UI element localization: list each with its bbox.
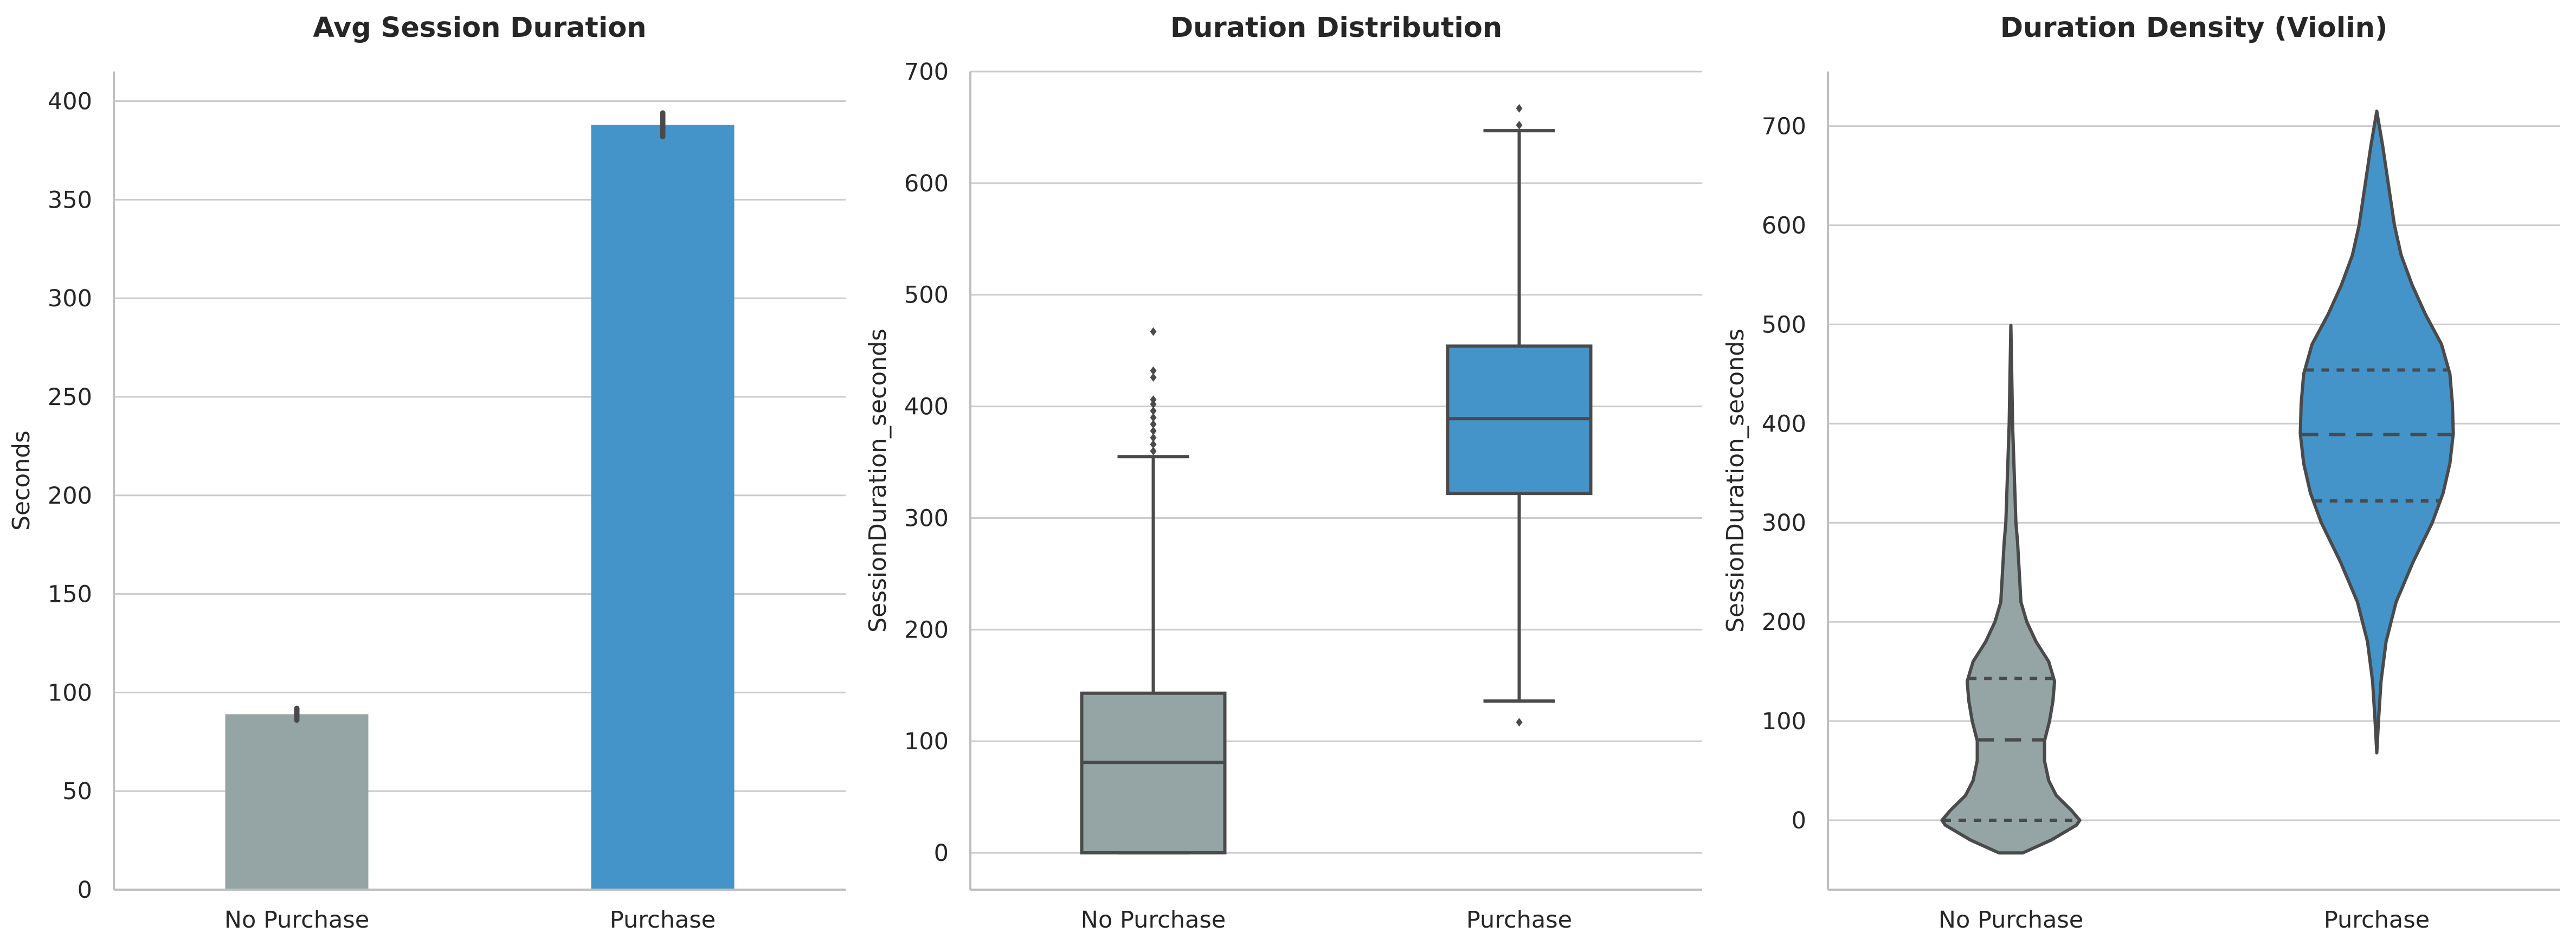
outlier-point: [1516, 104, 1523, 113]
y-tick-label: 300: [48, 285, 92, 312]
x-tick-labels: No Purchase Purchase: [1939, 906, 2430, 934]
outlier-point: [1150, 440, 1157, 449]
outlier-point: [1516, 718, 1523, 727]
y-tick-label: 400: [1762, 410, 1806, 438]
outlier-point: [1150, 426, 1157, 435]
x-tick-label: No Purchase: [224, 906, 369, 934]
outlier-point: [1150, 406, 1157, 415]
y-tick-label: 500: [904, 282, 949, 309]
y-tick-label: 700: [1762, 113, 1806, 140]
outlier-point: [1150, 373, 1157, 382]
y-tick-label: 400: [904, 394, 949, 421]
x-tick-label: Purchase: [2324, 906, 2430, 934]
y-tick-label: 0: [1792, 807, 1806, 834]
y-tick-label: 100: [904, 728, 949, 755]
y-tick-label: 400: [48, 88, 92, 115]
x-tick-label: Purchase: [1466, 906, 1572, 934]
violin-body: [2298, 110, 2455, 755]
outlier-point: [1150, 395, 1157, 404]
y-tick-label: 200: [1762, 609, 1806, 636]
x-tick-label: Purchase: [610, 906, 716, 934]
x-tick-labels: No Purchase Purchase: [224, 906, 716, 934]
outlier-point: [1150, 446, 1157, 455]
y-tick-label: 100: [48, 679, 92, 706]
outlier-point: [1150, 433, 1157, 442]
chart-title: Avg Session Duration: [313, 12, 646, 44]
bars: [225, 110, 735, 890]
y-axis-label: SessionDuration_seconds: [864, 329, 892, 633]
y-tick-labels: 0 100 200 300 400 500 600 700: [904, 59, 949, 867]
y-tick-labels: 0 50 100 150 200 250 300 350 400: [48, 88, 92, 904]
outlier-point: [1150, 413, 1157, 422]
y-tick-label: 200: [48, 483, 92, 510]
violin-body: [1940, 324, 2082, 855]
x-tick-label: No Purchase: [1081, 906, 1226, 934]
chart-title: Duration Distribution: [1170, 12, 1502, 44]
y-axis-label: SessionDuration_seconds: [1722, 329, 1749, 633]
outlier-point: [1150, 420, 1157, 429]
y-tick-label: 700: [904, 59, 949, 86]
y-tick-label: 50: [62, 778, 92, 805]
x-tick-label: No Purchase: [1939, 906, 2083, 934]
outlier-point: [1150, 366, 1157, 375]
violins: [1940, 110, 2455, 855]
y-tick-label: 100: [1762, 708, 1806, 735]
y-tick-label: 500: [1762, 311, 1806, 338]
y-tick-labels: 0 100 200 300 400 500 600 700: [1762, 113, 1806, 834]
y-tick-label: 600: [904, 170, 949, 197]
y-tick-label: 150: [48, 581, 92, 608]
grid-lines: [114, 100, 846, 891]
outlier-point: [1150, 400, 1157, 409]
panel-violin-plot: 0 100 200 300 400 500 600 700 No Purchase Purcha…: [1722, 12, 2560, 934]
y-tick-label: 250: [48, 384, 92, 411]
outlier-point: [1516, 120, 1523, 130]
y-tick-label: 350: [48, 186, 92, 214]
panel-bar-chart: 0 50 100 150 200 250 300 350 400 No Purchase Purc…: [8, 12, 846, 934]
x-tick-labels: No Purchase Purchase: [1081, 906, 1572, 934]
bar: [225, 714, 369, 890]
grid-lines: [1828, 125, 2560, 821]
box: [1080, 691, 1227, 855]
y-tick-label: 300: [904, 505, 949, 532]
chart-title: Duration Density (Violin): [2000, 12, 2388, 44]
y-tick-label: 200: [904, 616, 949, 644]
y-tick-label: 0: [78, 877, 92, 904]
panel-box-plot: 0 100 200 300 400 500 600 700 No Purchase Purcha…: [864, 12, 1702, 934]
boxes: [1080, 104, 1593, 855]
bar: [591, 125, 735, 890]
y-tick-label: 600: [1762, 213, 1806, 240]
outlier-point: [1150, 327, 1157, 336]
y-axis-label: Seconds: [8, 430, 35, 531]
y-tick-label: 0: [934, 840, 949, 867]
y-tick-label: 300: [1762, 510, 1806, 537]
